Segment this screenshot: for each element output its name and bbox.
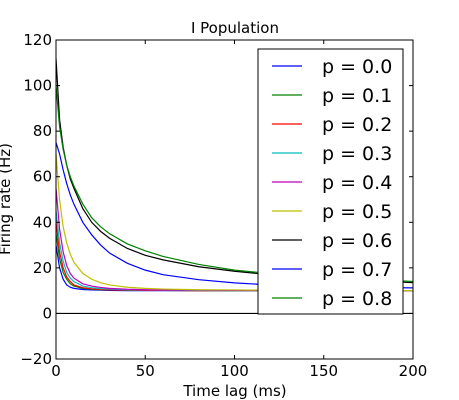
legend-label-1: p = 0.1	[322, 85, 392, 107]
legend-label-4: p = 0.4	[322, 172, 392, 194]
legend-label-3: p = 0.3	[322, 143, 392, 165]
y-tick-label-4: 60	[33, 168, 52, 186]
y-axis-ticks: −20 0 20 40 60 80 100 120	[20, 31, 413, 368]
y-tick-label-2: 20	[33, 259, 52, 277]
y-tick-label-0: −20	[20, 350, 52, 368]
x-tick-label-3: 150	[309, 362, 338, 380]
x-axis-ticks: 0 50 100 150 200	[51, 40, 427, 380]
chart-title: I Population	[191, 19, 279, 37]
legend: p = 0.0 p = 0.1 p = 0.2 p = 0.3 p = 0.4 p = 0…	[257, 48, 404, 315]
y-axis-label: Firing rate (Hz)	[0, 143, 14, 255]
x-axis-label: Time lag (ms)	[182, 382, 286, 400]
x-tick-label-0: 0	[51, 362, 61, 380]
legend-label-0: p = 0.0	[322, 56, 392, 78]
y-tick-label-7: 120	[23, 31, 52, 49]
legend-label-6: p = 0.6	[322, 230, 392, 252]
legend-label-7: p = 0.7	[322, 259, 392, 281]
x-tick-label-4: 200	[399, 362, 428, 380]
x-tick-label-2: 100	[220, 362, 249, 380]
y-tick-label-5: 80	[33, 122, 52, 140]
legend-label-8: p = 0.8	[322, 288, 392, 310]
y-tick-label-6: 100	[23, 77, 52, 95]
legend-label-2: p = 0.2	[322, 114, 392, 136]
y-tick-label-3: 40	[33, 213, 52, 231]
legend-label-5: p = 0.5	[322, 201, 392, 223]
x-tick-label-1: 50	[136, 362, 155, 380]
y-tick-label-1: 0	[42, 304, 52, 322]
